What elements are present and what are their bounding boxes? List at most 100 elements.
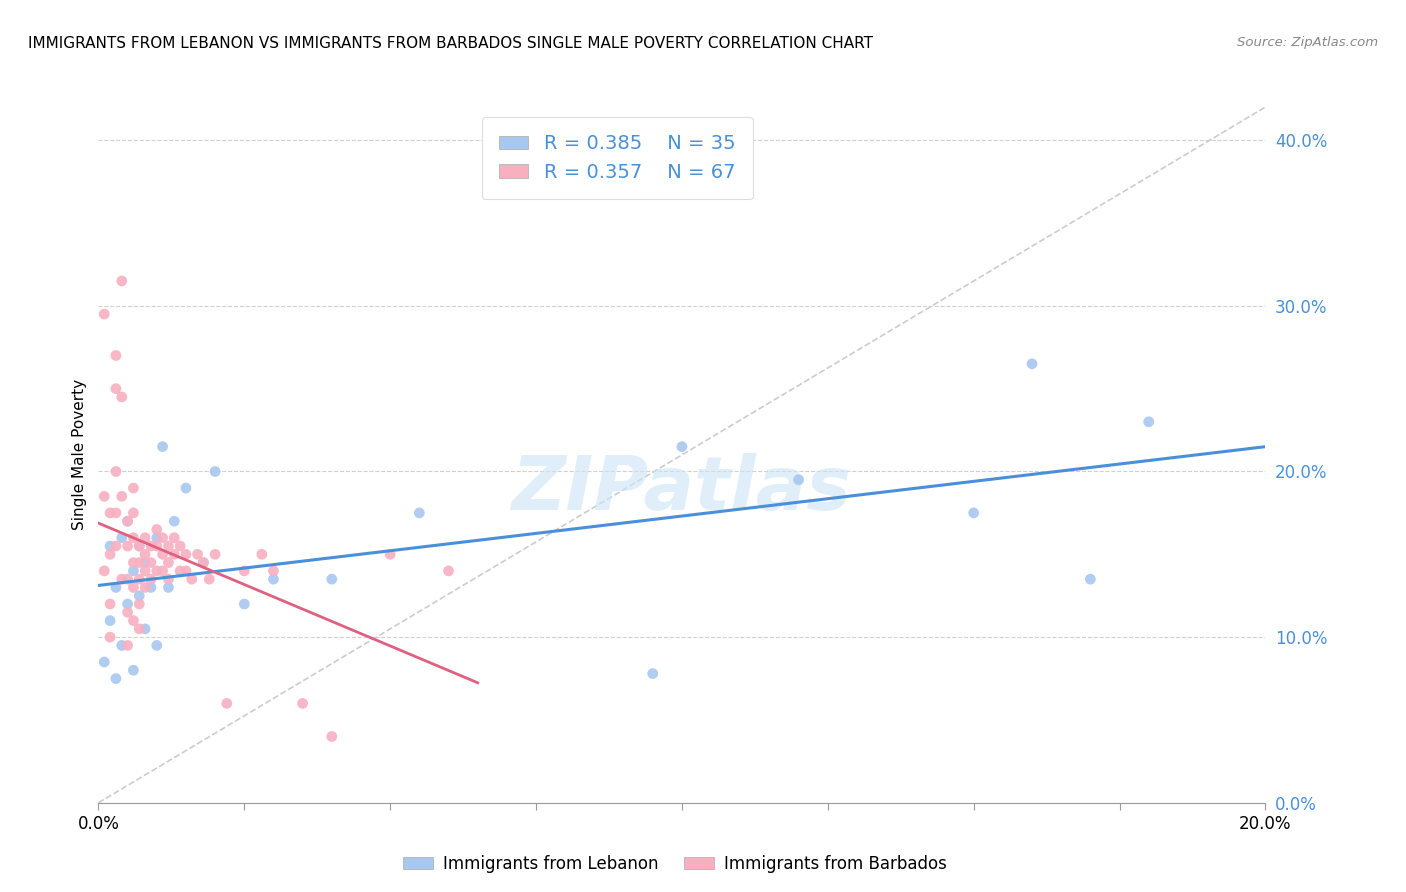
Point	[117, 514, 139, 528]
Point	[98, 539, 121, 553]
Point	[139, 539, 162, 553]
Point	[122, 506, 145, 520]
Point	[174, 547, 197, 561]
Point	[321, 730, 343, 744]
Point	[128, 597, 150, 611]
Point	[117, 639, 139, 653]
Point	[122, 614, 145, 628]
Point	[262, 572, 284, 586]
Point	[128, 539, 150, 553]
Point	[104, 539, 127, 553]
Text: IMMIGRANTS FROM LEBANON VS IMMIGRANTS FROM BARBADOS SINGLE MALE POVERTY CORRELAT: IMMIGRANTS FROM LEBANON VS IMMIGRANTS FR…	[28, 36, 873, 51]
Point	[180, 572, 202, 586]
Point	[128, 539, 150, 553]
Point	[146, 564, 169, 578]
Point	[93, 489, 115, 503]
Point	[128, 589, 150, 603]
Point	[104, 382, 127, 396]
Point	[193, 556, 215, 570]
Point	[169, 564, 191, 578]
Point	[128, 572, 150, 586]
Point	[671, 440, 693, 454]
Point	[98, 597, 121, 611]
Legend: Immigrants from Lebanon, Immigrants from Barbados: Immigrants from Lebanon, Immigrants from…	[396, 848, 953, 880]
Point	[139, 572, 162, 586]
Point	[146, 639, 169, 653]
Point	[93, 564, 115, 578]
Point	[437, 564, 460, 578]
Point	[408, 506, 430, 520]
Point	[174, 564, 197, 578]
Point	[134, 531, 156, 545]
Point	[204, 465, 226, 479]
Point	[111, 274, 134, 288]
Point	[233, 597, 256, 611]
Point	[98, 547, 121, 561]
Point	[174, 481, 197, 495]
Point	[134, 564, 156, 578]
Point	[198, 572, 221, 586]
Point	[122, 663, 145, 677]
Point	[128, 556, 150, 570]
Legend: R = 0.385    N = 35, R = 0.357    N = 67: R = 0.385 N = 35, R = 0.357 N = 67	[482, 117, 754, 200]
Point	[111, 390, 134, 404]
Point	[1080, 572, 1102, 586]
Point	[134, 547, 156, 561]
Point	[122, 564, 145, 578]
Point	[152, 440, 174, 454]
Point	[262, 564, 284, 578]
Point	[122, 556, 145, 570]
Point	[152, 564, 174, 578]
Point	[117, 572, 139, 586]
Point	[104, 465, 127, 479]
Point	[104, 581, 127, 595]
Point	[380, 547, 402, 561]
Point	[111, 639, 134, 653]
Point	[1137, 415, 1160, 429]
Point	[104, 506, 127, 520]
Point	[152, 531, 174, 545]
Point	[204, 547, 226, 561]
Point	[98, 506, 121, 520]
Text: ZIPatlas: ZIPatlas	[512, 453, 852, 526]
Point	[215, 697, 238, 711]
Point	[193, 556, 215, 570]
Point	[163, 514, 186, 528]
Point	[93, 307, 115, 321]
Point	[111, 489, 134, 503]
Point	[157, 556, 180, 570]
Point	[98, 630, 121, 644]
Point	[104, 349, 127, 363]
Point	[139, 556, 162, 570]
Point	[139, 581, 162, 595]
Point	[117, 539, 139, 553]
Point	[128, 622, 150, 636]
Point	[157, 539, 180, 553]
Point	[146, 531, 169, 545]
Point	[169, 539, 191, 553]
Point	[117, 605, 139, 619]
Point	[163, 531, 186, 545]
Text: Source: ZipAtlas.com: Source: ZipAtlas.com	[1237, 36, 1378, 49]
Point	[111, 531, 134, 545]
Point	[1021, 357, 1043, 371]
Point	[93, 655, 115, 669]
Point	[134, 622, 156, 636]
Point	[641, 666, 664, 681]
Point	[291, 697, 314, 711]
Point	[157, 581, 180, 595]
Point	[187, 547, 209, 561]
Point	[98, 614, 121, 628]
Point	[163, 547, 186, 561]
Y-axis label: Single Male Poverty: Single Male Poverty	[72, 379, 87, 531]
Point	[233, 564, 256, 578]
Point	[134, 581, 156, 595]
Point	[122, 531, 145, 545]
Point	[111, 572, 134, 586]
Point	[134, 556, 156, 570]
Point	[787, 473, 810, 487]
Point	[146, 523, 169, 537]
Point	[146, 539, 169, 553]
Point	[122, 481, 145, 495]
Point	[157, 572, 180, 586]
